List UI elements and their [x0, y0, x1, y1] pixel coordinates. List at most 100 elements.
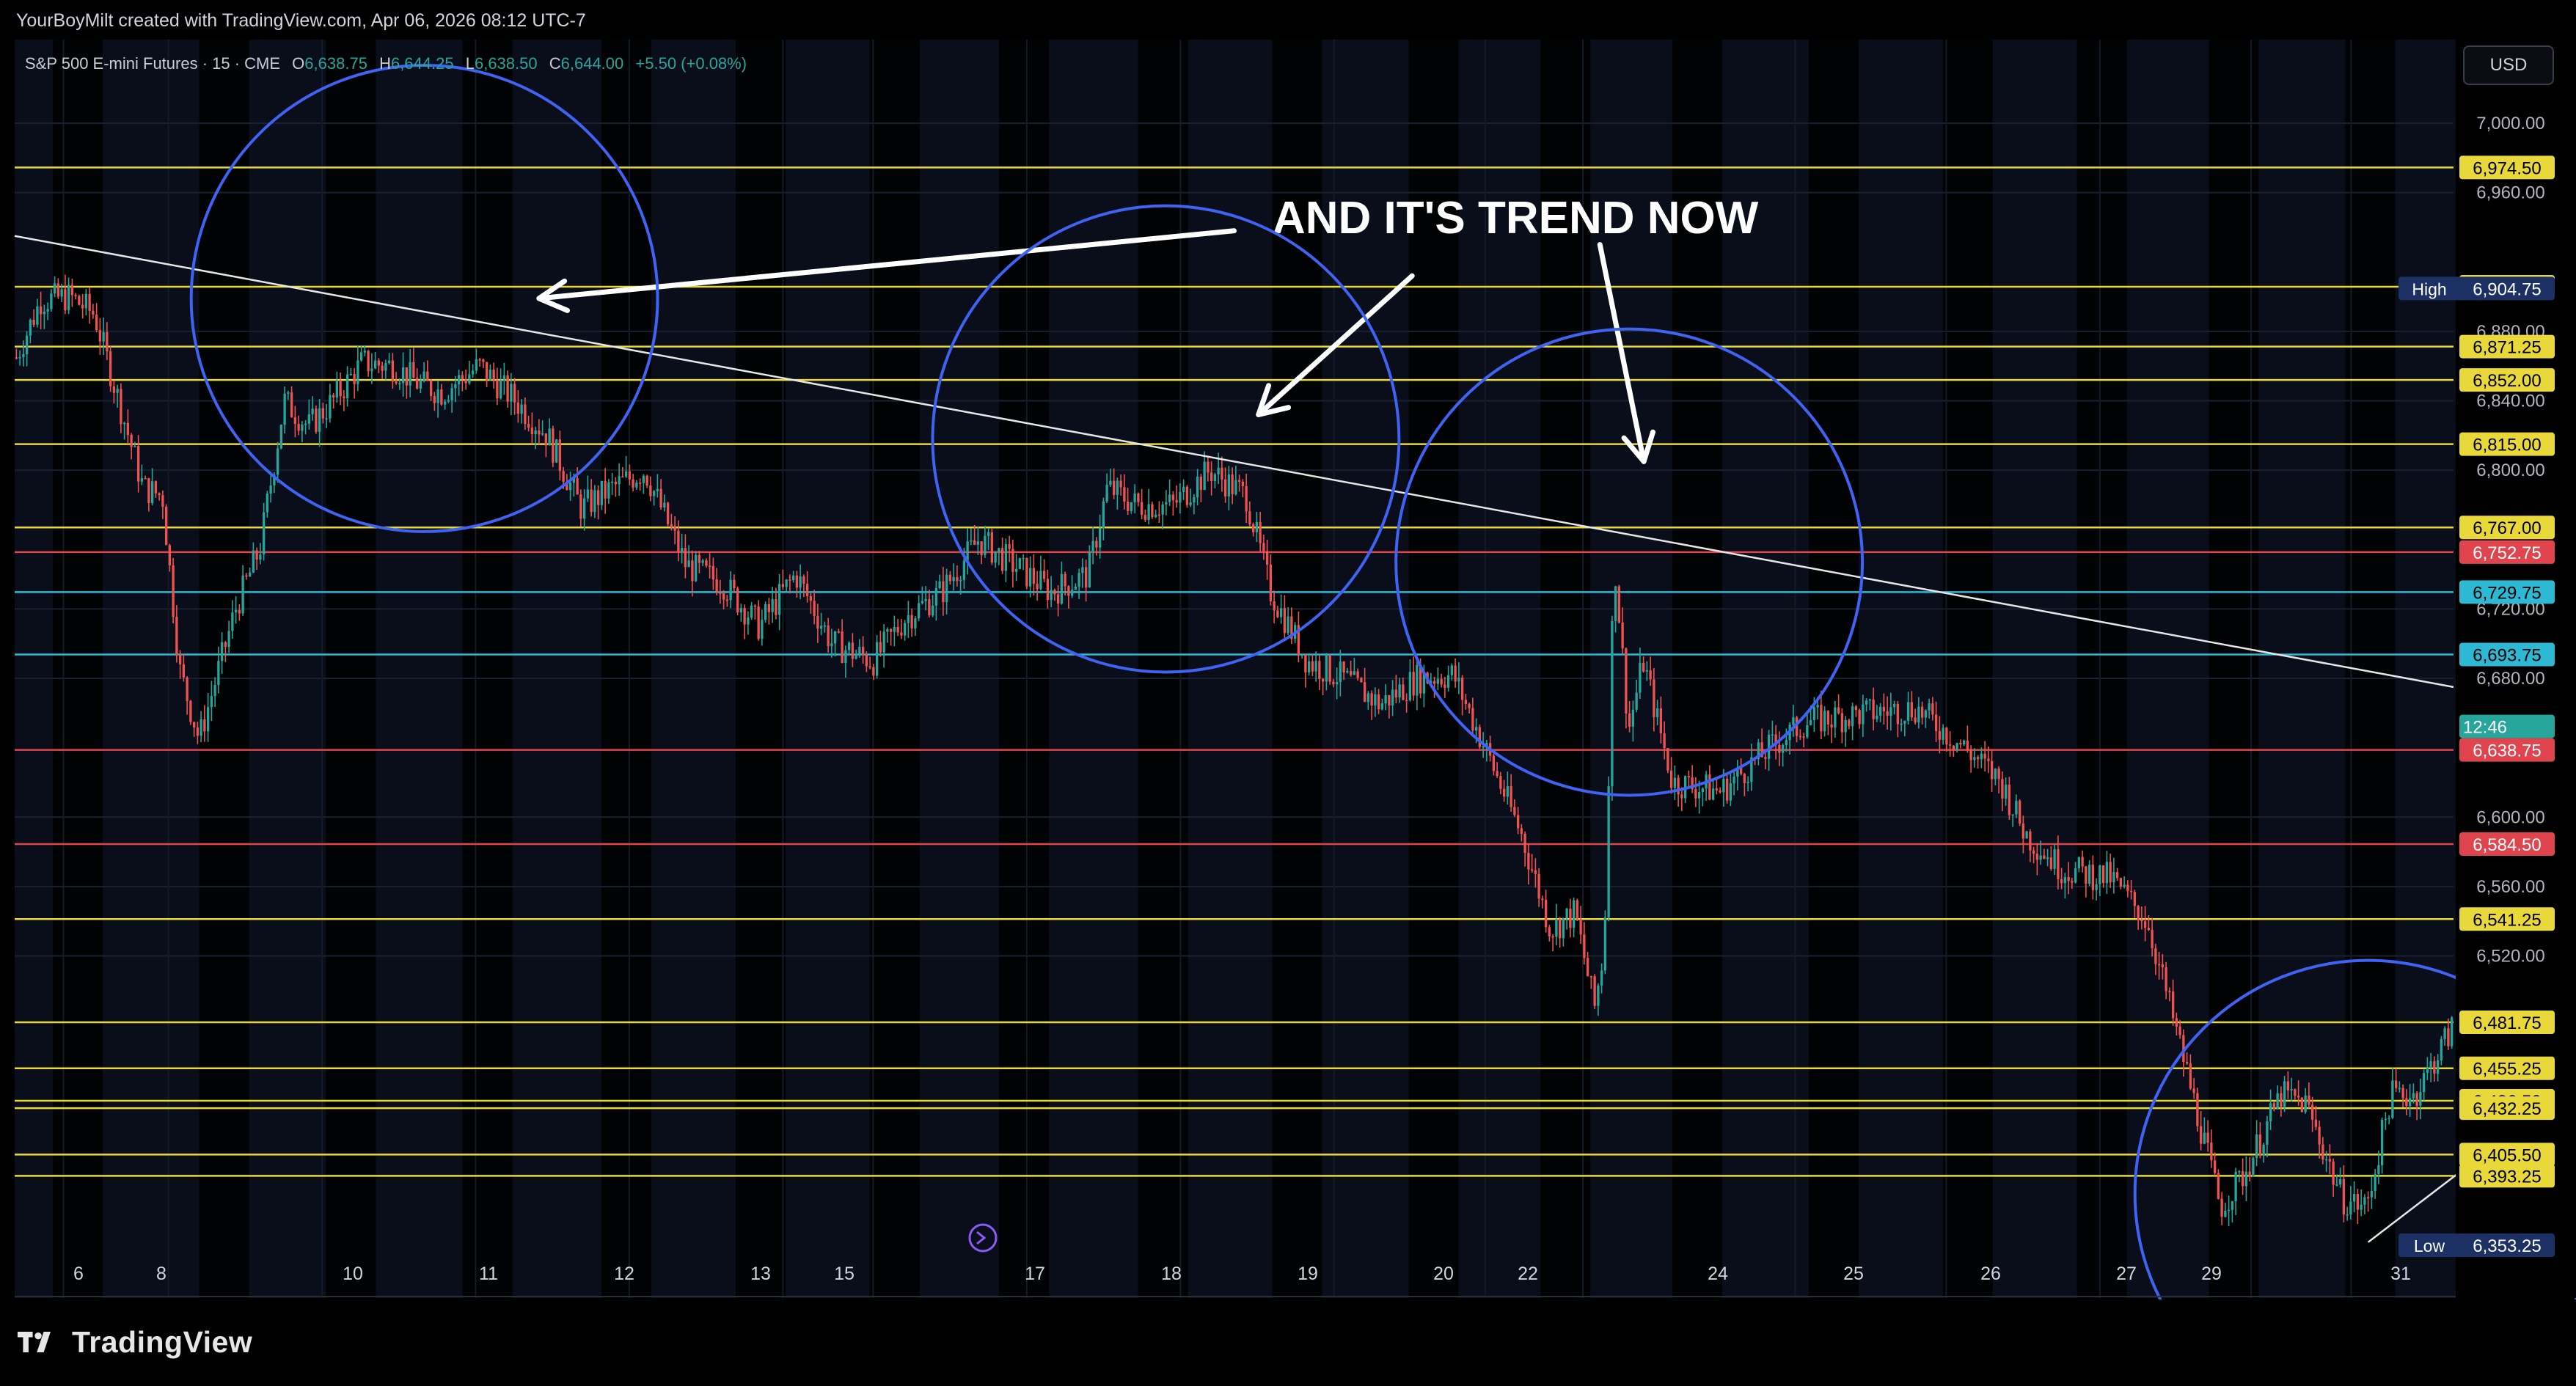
- candle-body: [600, 480, 604, 505]
- candle-body: [164, 507, 168, 546]
- candle-body: [1537, 873, 1540, 899]
- candle-body: [684, 548, 687, 568]
- candle-body: [325, 418, 328, 420]
- candle-body: [1920, 706, 1924, 718]
- level-price-tag: [2459, 1011, 2555, 1035]
- candle-body: [1882, 706, 1886, 711]
- candle-body: [2196, 1093, 2199, 1126]
- candle-body: [2408, 1098, 2412, 1107]
- candle-body: [711, 565, 715, 580]
- candle-body: [1746, 782, 1749, 783]
- candle-body: [2422, 1073, 2426, 1093]
- candle-body: [1997, 769, 2000, 780]
- candle-body: [1750, 757, 1753, 782]
- candle-body: [1823, 711, 1826, 732]
- candle-body: [1722, 778, 1725, 793]
- candle-body: [1959, 743, 1962, 745]
- candle-body: [851, 642, 855, 659]
- candle-body: [84, 293, 88, 309]
- candle-body: [956, 577, 959, 582]
- candle-body: [471, 370, 475, 375]
- candle-body: [1137, 493, 1140, 502]
- attribution-bar: YourBoyMilt created with TradingView.com…: [0, 0, 2576, 40]
- candle-body: [381, 365, 384, 371]
- candle-body: [1436, 678, 1440, 684]
- candle-body: [1116, 480, 1119, 495]
- candle-body: [109, 351, 112, 386]
- candle-body: [715, 579, 718, 593]
- price-chart[interactable]: AND IT'S TREND NOW 7,000.006,960.006,880…: [0, 40, 2576, 1299]
- candle-body: [1928, 703, 1931, 711]
- candle-body: [461, 375, 464, 379]
- candle-body: [231, 612, 234, 631]
- candle-body: [705, 560, 708, 566]
- price-tick-label: 6,560.00: [2476, 877, 2544, 897]
- candle-body: [1774, 734, 1777, 745]
- candle-body: [1719, 790, 1721, 793]
- candle-body: [1276, 610, 1279, 617]
- candle-body: [1454, 665, 1457, 682]
- currency-button[interactable]: USD: [2463, 45, 2554, 85]
- candle-body: [1492, 755, 1496, 771]
- time-scale[interactable]: 6 8 10 11 12 13 15 17 18 19 20 22 24 25 26 27 29 31: [15, 1223, 2456, 1297]
- candle-body: [1416, 664, 1419, 696]
- time-tick-label: 10: [343, 1264, 363, 1284]
- candle-body: [1994, 769, 1997, 780]
- time-tick-label: 31: [2390, 1264, 2411, 1284]
- candle-body: [2266, 1121, 2269, 1145]
- candle-body: [353, 373, 356, 384]
- candle-body: [1405, 700, 1408, 702]
- candle-body: [2342, 1178, 2346, 1215]
- candle-body: [1460, 678, 1464, 700]
- candle-body: [401, 367, 405, 384]
- candle-body: [1631, 709, 1635, 727]
- candle-body: [2429, 1061, 2432, 1068]
- candle-body: [2370, 1190, 2374, 1198]
- candle-body: [1248, 511, 1251, 525]
- candle-body: [133, 446, 136, 447]
- candle-body: [70, 285, 74, 296]
- candle-body: [2384, 1118, 2387, 1121]
- candle-body: [1283, 608, 1287, 634]
- candle-body: [1931, 703, 1934, 715]
- candle-body: [1502, 788, 1506, 797]
- candle-body: [1133, 493, 1136, 502]
- low-marker-tag: [2398, 1233, 2555, 1257]
- candle-body: [725, 599, 729, 601]
- tradingview-logo[interactable]: TradingView: [16, 1325, 252, 1360]
- candle-body: [1760, 742, 1763, 758]
- candle-body: [2314, 1119, 2318, 1127]
- candle-body: [2147, 928, 2151, 931]
- session-shade: [53, 40, 103, 1298]
- candle-body: [1325, 655, 1328, 682]
- level-price-label: 6,584.50: [2473, 835, 2541, 855]
- candle-body: [1144, 515, 1147, 520]
- candle-body: [468, 374, 471, 384]
- candle-body: [203, 719, 206, 732]
- high-marker-tag: [2398, 276, 2555, 301]
- level-price-tag: [2459, 368, 2555, 392]
- candle-body: [92, 310, 95, 315]
- candle-body: [1384, 695, 1387, 704]
- session-shade: [1942, 40, 1993, 1298]
- candle-body: [1377, 694, 1380, 710]
- candle-body: [130, 435, 133, 447]
- candle-body: [1485, 743, 1488, 747]
- candle-body: [1942, 727, 1944, 740]
- candle-body: [1398, 684, 1401, 698]
- candle-body: [217, 661, 220, 685]
- candle-body: [1105, 485, 1108, 502]
- candle-body: [1018, 558, 1022, 569]
- candle-body: [788, 579, 791, 581]
- candle-body: [1287, 616, 1289, 634]
- candle-body: [1969, 750, 1972, 760]
- price-scale[interactable]: 7,000.006,960.006,880.006,840.006,800.00…: [2398, 114, 2555, 1257]
- candle-body: [1353, 671, 1356, 675]
- candle-body: [2405, 1098, 2408, 1107]
- candle-body: [1332, 681, 1335, 685]
- candle-body: [2321, 1144, 2324, 1160]
- candle-body: [2018, 800, 2021, 824]
- annotation-line: [2367, 1167, 2467, 1243]
- candle-body: [332, 395, 335, 398]
- candle-body: [1983, 753, 1986, 759]
